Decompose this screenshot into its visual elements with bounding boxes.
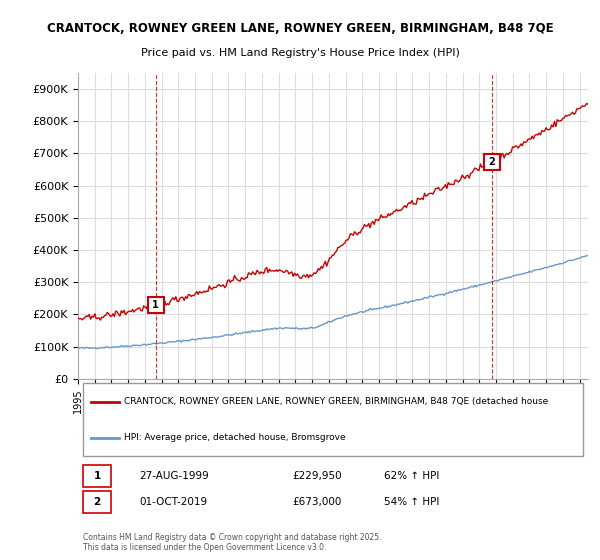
FancyBboxPatch shape bbox=[83, 491, 111, 514]
Text: 2: 2 bbox=[94, 497, 101, 507]
FancyBboxPatch shape bbox=[83, 383, 583, 456]
FancyBboxPatch shape bbox=[83, 465, 111, 487]
Text: 62% ↑ HPI: 62% ↑ HPI bbox=[384, 471, 439, 481]
Text: 1: 1 bbox=[152, 300, 159, 310]
Text: 54% ↑ HPI: 54% ↑ HPI bbox=[384, 497, 439, 507]
Text: Price paid vs. HM Land Registry's House Price Index (HPI): Price paid vs. HM Land Registry's House … bbox=[140, 48, 460, 58]
Text: £229,950: £229,950 bbox=[292, 471, 342, 481]
Text: HPI: Average price, detached house, Bromsgrove: HPI: Average price, detached house, Brom… bbox=[124, 433, 346, 442]
Text: CRANTOCK, ROWNEY GREEN LANE, ROWNEY GREEN, BIRMINGHAM, B48 7QE (detached house: CRANTOCK, ROWNEY GREEN LANE, ROWNEY GREE… bbox=[124, 397, 548, 406]
Text: £673,000: £673,000 bbox=[292, 497, 341, 507]
Text: 01-OCT-2019: 01-OCT-2019 bbox=[139, 497, 208, 507]
Text: 27-AUG-1999: 27-AUG-1999 bbox=[139, 471, 209, 481]
Text: 2: 2 bbox=[488, 157, 495, 167]
Text: Contains HM Land Registry data © Crown copyright and database right 2025.
This d: Contains HM Land Registry data © Crown c… bbox=[83, 533, 382, 552]
Text: CRANTOCK, ROWNEY GREEN LANE, ROWNEY GREEN, BIRMINGHAM, B48 7QE: CRANTOCK, ROWNEY GREEN LANE, ROWNEY GREE… bbox=[47, 22, 553, 35]
Text: 1: 1 bbox=[94, 471, 101, 481]
